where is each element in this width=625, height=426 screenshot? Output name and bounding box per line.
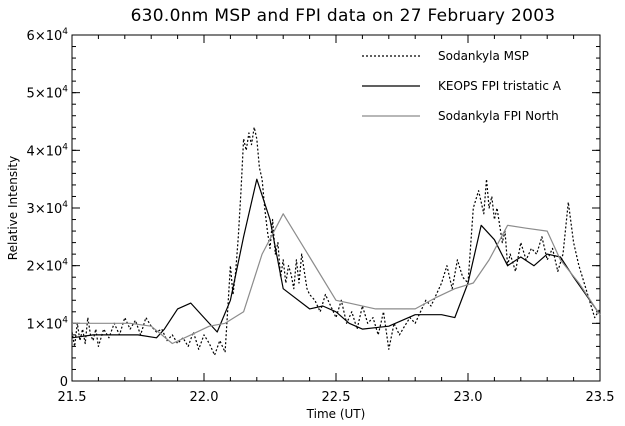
x-tick-label: 23.0 [454, 390, 483, 405]
y-tick-label: 5×104 [27, 85, 69, 102]
y-tick-label: 4×104 [27, 142, 69, 159]
y-tick-label: 3×104 [27, 200, 69, 217]
x-tick-label: 21.5 [58, 390, 87, 405]
legend: Sodankyla MSP KEOPS FPI tristatic A Sodank… [362, 49, 562, 123]
series-group [71, 126, 601, 356]
series-line-3 [72, 213, 601, 345]
y-tick-label: 0 [60, 375, 68, 390]
series-line-2 [71, 178, 601, 339]
x-tick-label: 23.5 [586, 390, 615, 405]
x-axis-label: Time (UT) [306, 407, 366, 421]
x-tick-label: 22.0 [190, 390, 219, 405]
chart-title: 630.0nm MSP and FPI data on 27 February … [131, 6, 556, 26]
x-tick-labels: 21.5 22.0 22.5 23.0 23.5 [58, 390, 615, 405]
x-tick-label: 22.5 [322, 390, 351, 405]
y-tick-labels: 0 1×104 2×104 3×104 4×104 5×104 6×104 [27, 27, 69, 390]
y-tick-label: 1×104 [27, 315, 69, 332]
legend-label-1: Sodankyla MSP [438, 49, 529, 63]
y-tick-label: 2×104 [27, 258, 69, 275]
legend-label-2: KEOPS FPI tristatic A [438, 79, 562, 93]
legend-label-3: Sodankyla FPI North [438, 109, 559, 123]
series-line-1 [71, 126, 601, 356]
axis-ticks [71, 34, 601, 382]
y-tick-label: 6×104 [27, 27, 69, 44]
y-axis-label: Relative Intensity [6, 156, 20, 260]
